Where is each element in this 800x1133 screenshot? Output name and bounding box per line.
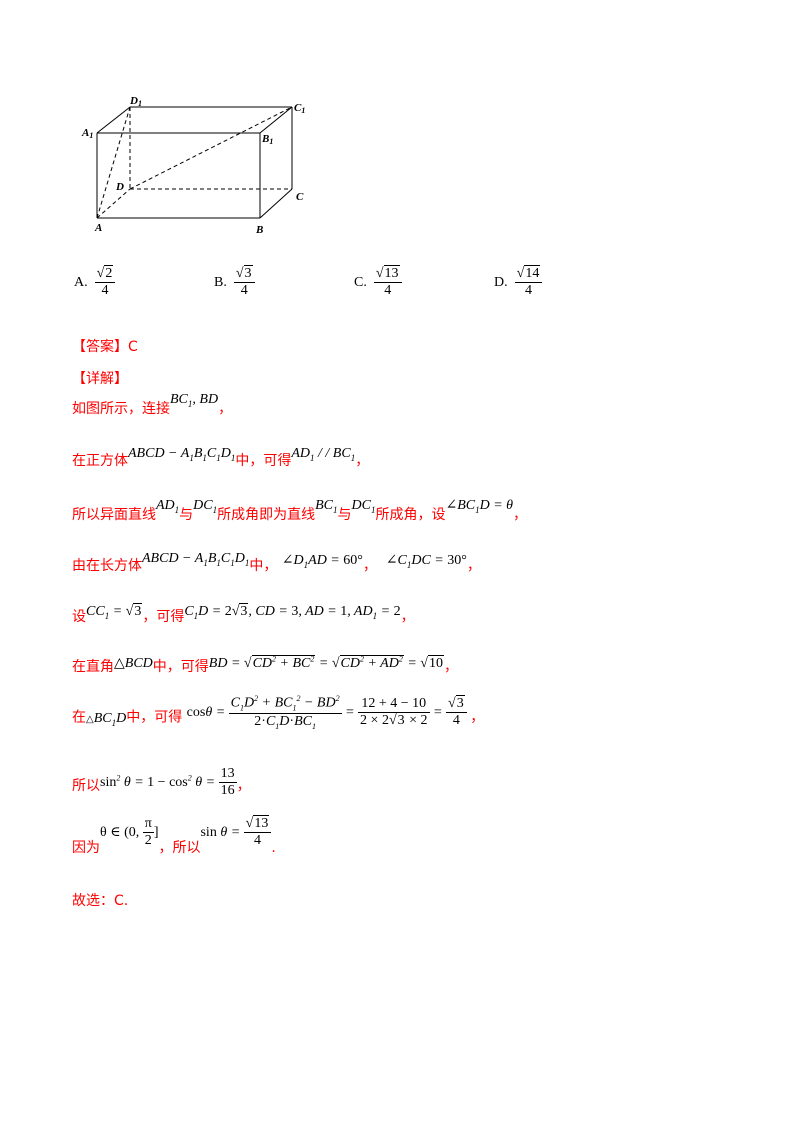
line-4: 由在长方体ABCD − A1B1C1D1中， ∠D1AD = 60°， ∠C1D… — [72, 551, 481, 574]
option-d: D. √14 4 — [494, 265, 543, 299]
answer-line: 【答案】C — [72, 339, 138, 355]
line-5: 设CC1 = √3，可得C1D = 2√3, CD = 3, AD = 1, A… — [72, 603, 415, 625]
label-C1: C1 — [294, 102, 305, 115]
label-D: D — [115, 181, 124, 193]
line-7: 在△BC1D中，可得 cosθ = C1D2 + BC12 − BD2 2·C1D… — [72, 694, 485, 731]
option-a: A. √2 4 — [74, 265, 116, 299]
option-c: C. √13 4 — [354, 265, 402, 299]
label-C: C — [296, 191, 304, 203]
edge-A1D1 — [96, 106, 131, 134]
edge-BC — [259, 188, 293, 219]
line-3: 所以异面直线AD1与DC1所成角即为直线BC1与DC1所成角，设∠BC1D = … — [72, 498, 528, 523]
line-2: 在正方体ABCD − A1B1C1D1中，可得AD1 / / BC1， — [72, 446, 370, 469]
label-B: B — [255, 224, 263, 236]
line-8: 所以sin2 θ = 1 − cos2 θ = 13 16， — [72, 766, 251, 799]
detail-heading: 【详解】 — [72, 371, 128, 387]
option-b: B. √3 4 — [214, 265, 255, 299]
label-A: A — [94, 222, 102, 234]
diag-DC1 — [129, 106, 293, 190]
label-D1: D1 — [129, 95, 142, 108]
edge-AD — [96, 188, 131, 219]
label-A1: A1 — [81, 127, 93, 140]
line-1: 如图所示，连接BC1, BD， — [72, 392, 233, 417]
line-10: 故选：C. — [72, 893, 129, 909]
line-9: 因为θ ∈ (0, π 2]，所以sin θ = √13 4. — [72, 815, 276, 856]
box-figure: D1 C1 A1 B1 D C A B — [81, 95, 305, 236]
line-6: 在直角△BCD中，可得BD = √CD2 + BC2 = √CD2 + AD2 … — [72, 654, 458, 675]
diag-AD1 — [96, 106, 131, 219]
edge-B1C1 — [259, 106, 293, 134]
label-B1: B1 — [261, 133, 273, 146]
